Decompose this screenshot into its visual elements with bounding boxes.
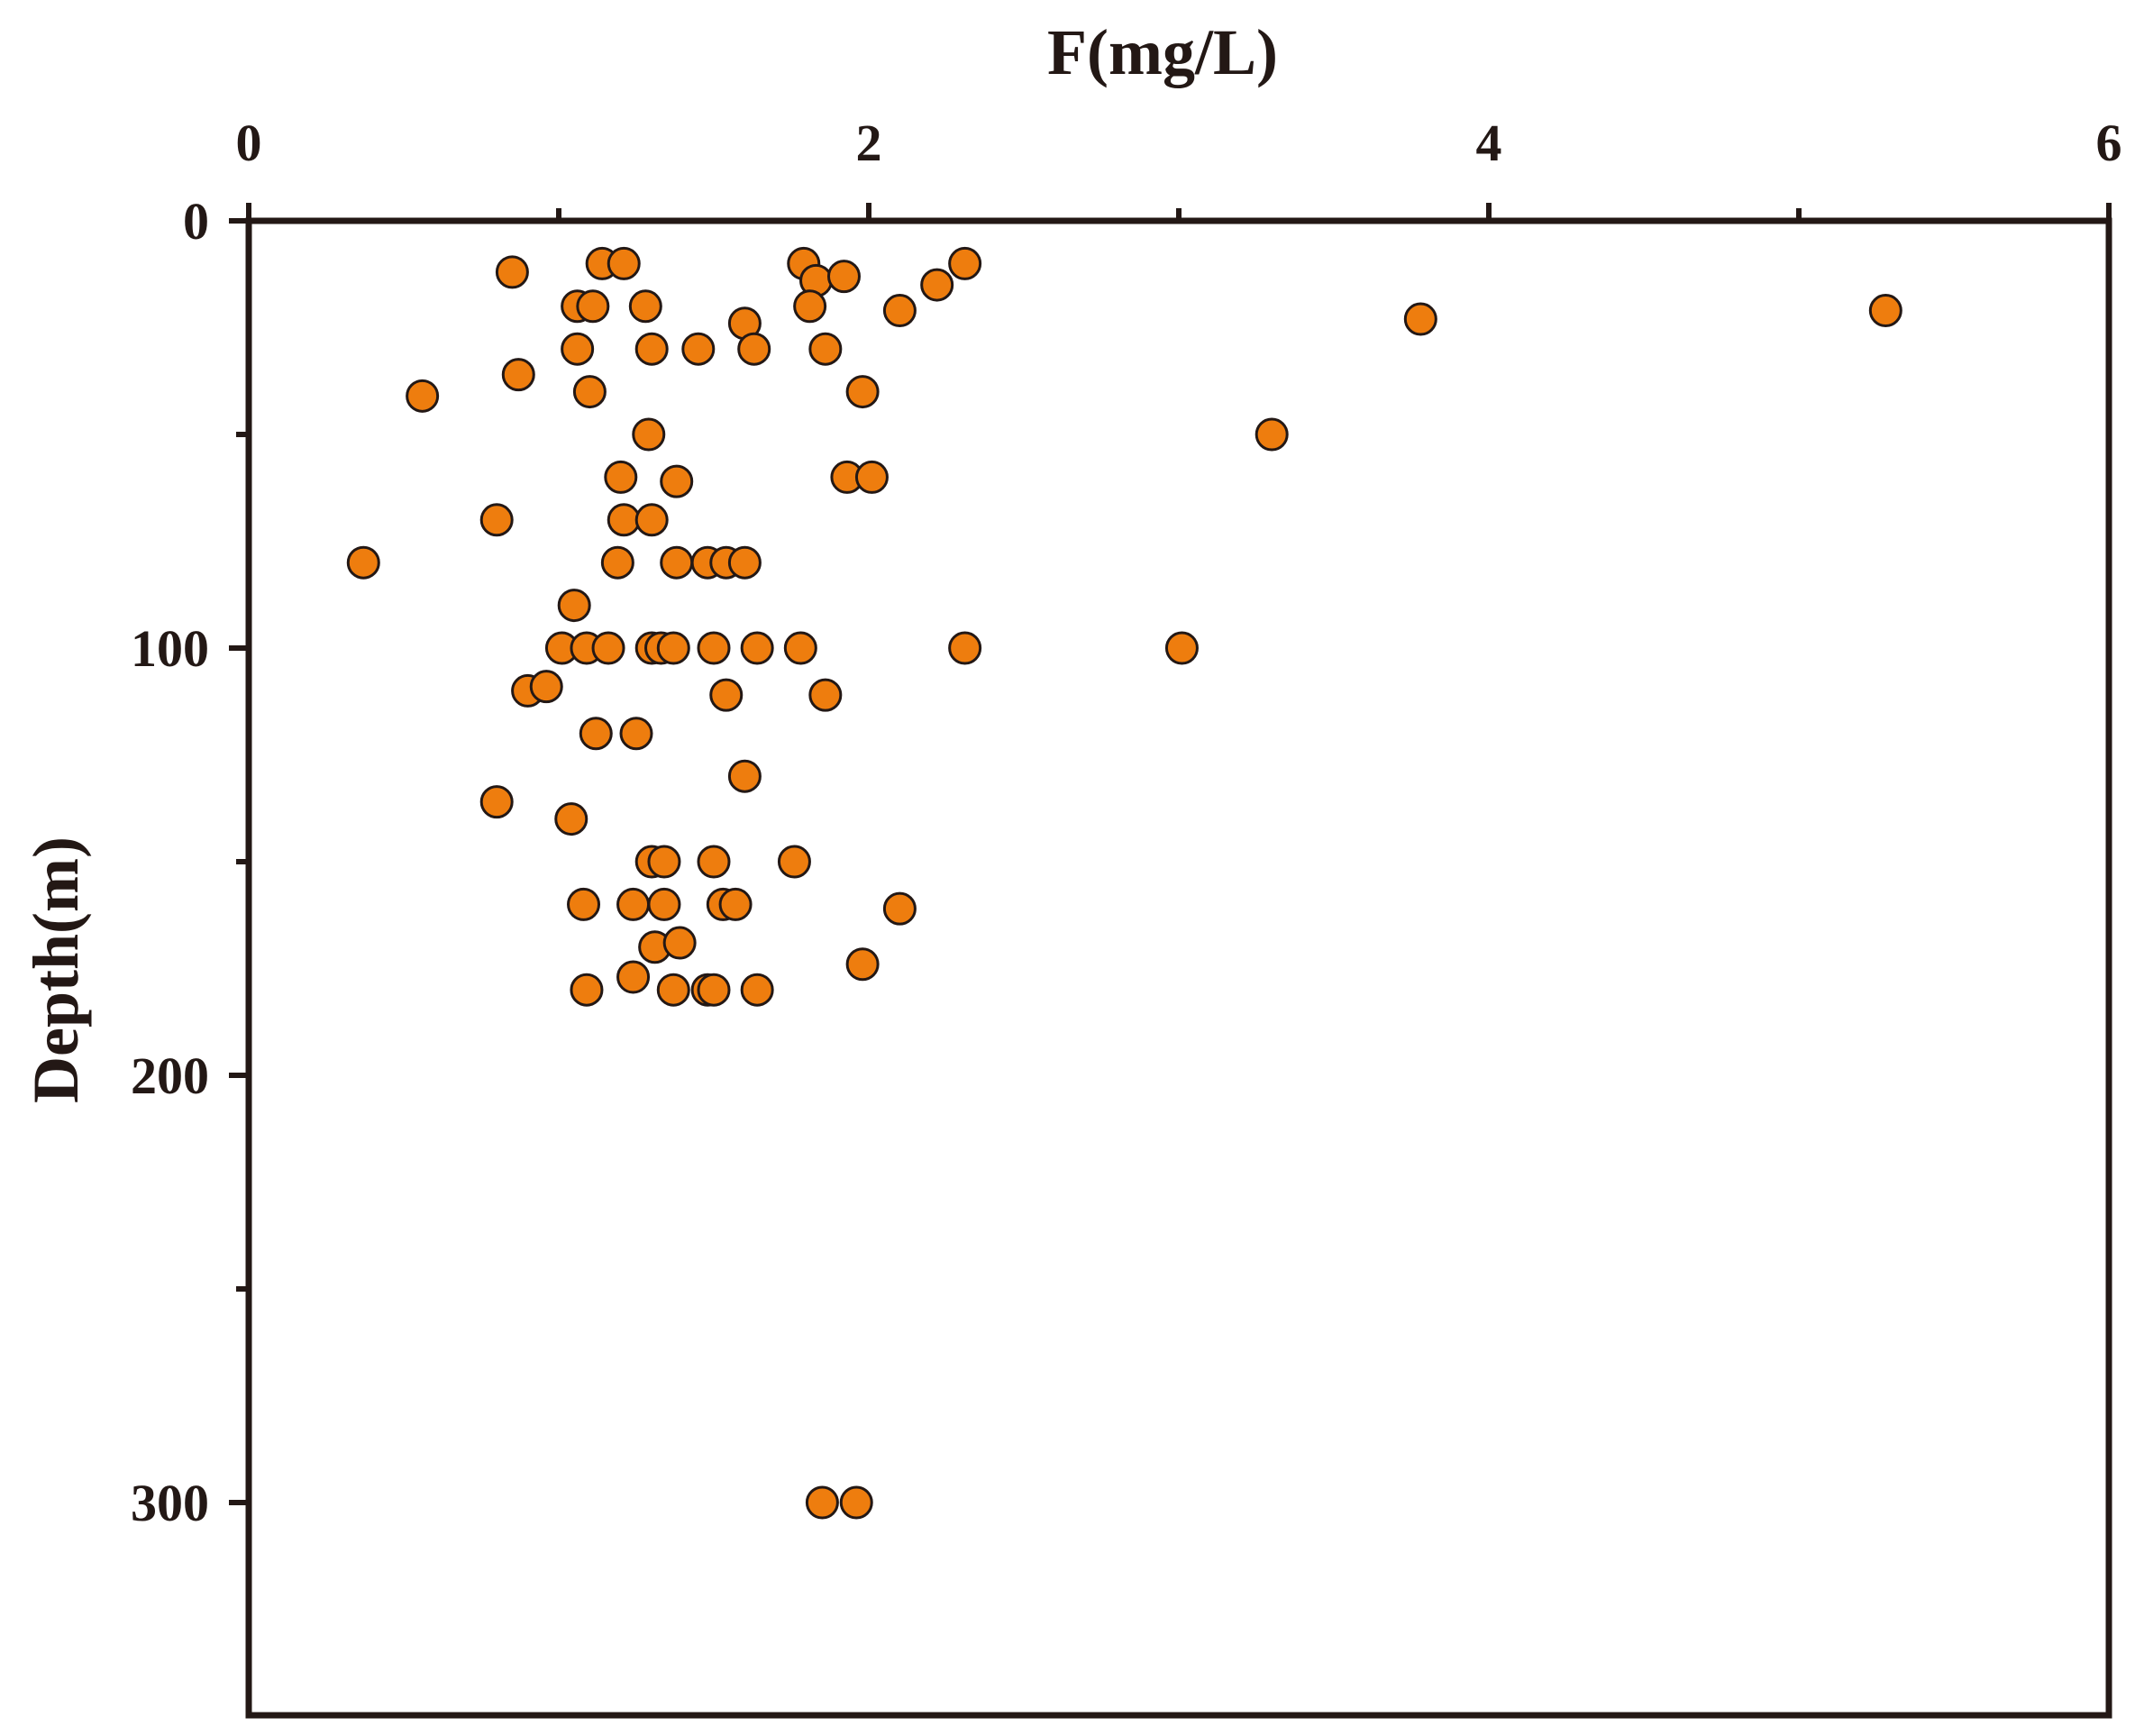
data-point	[1403, 302, 1437, 336]
x-tick-label: 2	[856, 114, 882, 172]
data-point	[600, 545, 634, 580]
data-point	[681, 332, 716, 366]
data-point	[529, 670, 563, 704]
data-point	[845, 947, 880, 982]
data-point	[619, 717, 653, 751]
data-point	[740, 973, 774, 1007]
x-tick-label: 4	[1476, 114, 1502, 172]
data-point	[647, 887, 681, 921]
data-point	[607, 503, 641, 537]
data-points	[346, 246, 1902, 1520]
data-point	[808, 678, 843, 712]
data-point	[1868, 294, 1902, 328]
y-tick-label: 100	[131, 619, 209, 678]
data-point	[709, 678, 744, 712]
data-point	[662, 926, 697, 960]
data-point	[920, 268, 954, 302]
y-tick-label: 0	[183, 192, 209, 251]
y-axis-ticks: 0 100 200 300	[131, 192, 249, 1532]
data-point	[561, 332, 595, 366]
x-axis-title: F(mg/L)	[1047, 16, 1278, 88]
y-axis-title: Depth(m)	[20, 836, 92, 1103]
plot-frame	[245, 217, 2112, 1719]
data-point	[660, 545, 694, 580]
data-point	[501, 358, 535, 392]
data-point	[632, 417, 666, 452]
data-point	[697, 631, 731, 665]
data-point	[882, 294, 917, 328]
data-point	[479, 503, 514, 537]
y-tick-label: 300	[131, 1474, 209, 1532]
data-point	[845, 375, 880, 409]
data-point	[647, 845, 681, 879]
data-point	[572, 375, 607, 409]
x-tick-label: 6	[2096, 114, 2122, 172]
data-point	[697, 845, 731, 879]
data-point	[740, 631, 774, 665]
data-point	[634, 503, 669, 537]
data-point	[495, 255, 529, 289]
data-point	[479, 785, 514, 819]
x-tick-label: 0	[236, 114, 262, 172]
data-point	[346, 545, 380, 580]
data-point	[604, 460, 638, 494]
data-point	[557, 589, 591, 623]
data-point	[628, 289, 662, 324]
data-point	[576, 289, 610, 324]
data-point	[554, 802, 588, 836]
data-point	[616, 887, 651, 921]
data-point	[579, 717, 613, 751]
data-point	[777, 845, 811, 879]
data-point	[656, 973, 690, 1007]
data-point	[948, 246, 982, 280]
data-point	[616, 960, 651, 994]
data-point	[808, 332, 843, 366]
data-point	[567, 887, 601, 921]
data-point	[634, 332, 669, 366]
data-point	[948, 631, 982, 665]
data-point	[882, 891, 917, 926]
data-point	[607, 246, 641, 280]
data-point	[718, 887, 753, 921]
data-point	[727, 759, 762, 793]
data-point	[1255, 417, 1289, 452]
data-point	[656, 631, 690, 665]
data-point	[839, 1485, 873, 1520]
data-point	[783, 631, 817, 665]
data-point	[697, 973, 731, 1007]
data-point	[793, 289, 827, 324]
data-point	[660, 464, 694, 498]
data-point	[854, 460, 889, 494]
data-point	[1164, 631, 1199, 665]
data-point	[727, 545, 762, 580]
data-point	[591, 631, 625, 665]
x-axis-ticks: 0 2 4 6	[236, 114, 2122, 221]
data-point	[570, 973, 604, 1007]
data-point	[826, 260, 861, 294]
data-point	[805, 1485, 839, 1520]
data-point	[737, 332, 771, 366]
y-tick-label: 200	[131, 1046, 209, 1105]
data-point	[406, 379, 440, 413]
